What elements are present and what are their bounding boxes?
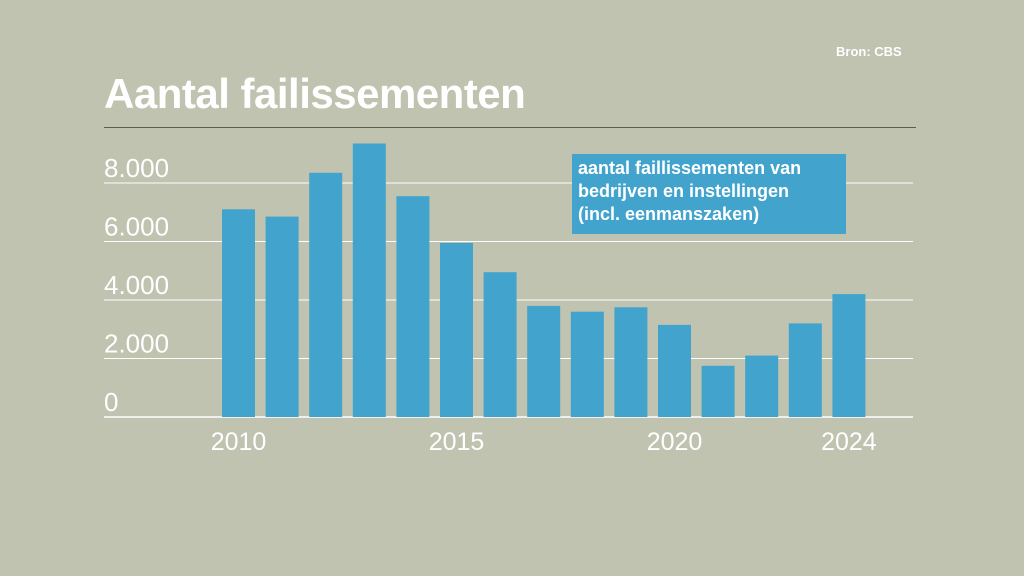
bar-2019 — [614, 307, 648, 417]
bar-2018 — [570, 311, 604, 417]
bar-2010 — [222, 209, 255, 417]
source-label: Bron: CBS — [836, 44, 902, 59]
x-tick-label: 2024 — [821, 428, 877, 456]
x-tick-label: 2020 — [647, 428, 703, 456]
bar-2024 — [832, 294, 866, 417]
x-tick-label: 2015 — [429, 428, 485, 456]
legend-line-3: (incl. eenmanszaken) — [578, 204, 760, 224]
bar-2016 — [483, 272, 517, 417]
legend-line-1: aantal faillissementen van — [578, 158, 802, 178]
x-tick-label: 2010 — [211, 428, 267, 456]
y-tick-label: 4.000 — [104, 270, 169, 300]
y-tick-label: 2.000 — [104, 329, 169, 359]
bar-2022 — [745, 355, 779, 417]
y-tick-label: 0 — [104, 387, 118, 417]
title-divider — [104, 127, 916, 128]
bar-2015 — [440, 243, 473, 417]
bar-2014 — [396, 196, 430, 417]
bar-2020 — [658, 324, 691, 417]
y-tick-label: 6.000 — [104, 212, 169, 242]
x-tick-labels: 2010 2015 2020 2024 — [211, 428, 877, 456]
bar-2011 — [265, 216, 299, 417]
bar-2012 — [309, 172, 343, 417]
bars — [222, 143, 866, 417]
chart-title: Aantal failissementen — [104, 70, 526, 117]
y-tick-label: 8.000 — [104, 153, 169, 183]
bar-2017 — [527, 305, 561, 417]
y-tick-labels: 0 2.000 4.000 6.000 8.000 — [104, 153, 169, 417]
legend-box: aantal faillissementen van bedrijven en … — [572, 154, 846, 234]
bar-2013 — [352, 143, 386, 417]
legend-line-2: bedrijven en instellingen — [578, 181, 790, 201]
bar-2021 — [701, 365, 735, 417]
bar-2023 — [788, 323, 822, 417]
